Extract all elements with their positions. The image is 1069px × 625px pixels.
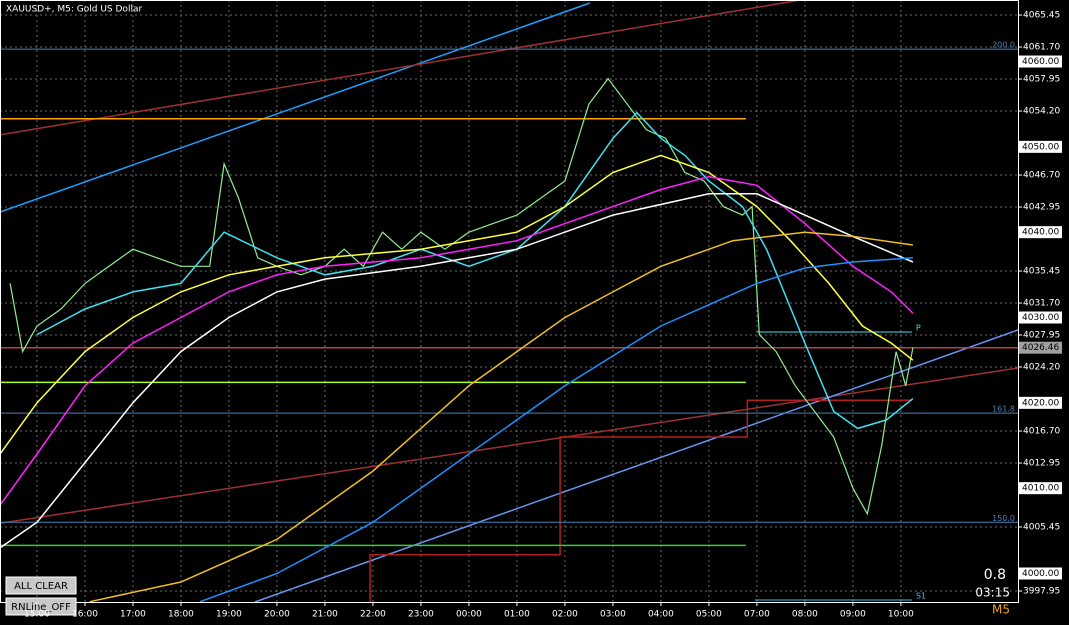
x-tick-label: 07:00: [744, 610, 770, 620]
spread: 0.8: [984, 567, 1006, 583]
x-tick-label: 20:00: [264, 610, 290, 620]
x-tick-label: 21:00: [312, 610, 338, 620]
x-tick-label: 19:00: [216, 610, 242, 620]
x-tick-label: 02:00: [552, 610, 578, 620]
current-price-box: [1019, 341, 1062, 354]
x-tick-label: 03:00: [600, 610, 626, 620]
price-level-box: [1019, 226, 1062, 239]
x-tick-label: 15:00: [24, 610, 50, 620]
y-tick-label: 4024.20: [1023, 363, 1060, 373]
level-label: P: [916, 324, 921, 333]
y-tick-label: 4054.20: [1023, 107, 1060, 117]
button-label[interactable]: RNLine_OFF: [11, 602, 71, 613]
current-price-label: 4026.46: [1022, 343, 1059, 353]
price-level-box: [1019, 482, 1062, 495]
y-tick-label: 4031.70: [1023, 299, 1060, 309]
level-label: S1: [916, 591, 926, 600]
price-level-label: 4020.00: [1022, 398, 1059, 408]
y-tick-label: 4042.95: [1023, 203, 1060, 213]
y-tick-label: 4016.70: [1023, 426, 1060, 436]
y-tick-label: 3997.95: [1023, 586, 1060, 596]
x-tick-label: 10:00: [888, 610, 914, 620]
y-tick-label: 4046.70: [1023, 171, 1060, 181]
moving-average: [0, 175, 914, 506]
button-label[interactable]: ALL CLEAR: [14, 581, 68, 592]
moving-average: [0, 193, 914, 549]
plot-frame: [0, 0, 1019, 603]
price-level-label: 4040.00: [1022, 228, 1059, 238]
trend-line: [0, 2, 591, 213]
x-tick-label: 05:00: [696, 610, 722, 620]
price-level-box: [1019, 55, 1062, 68]
y-tick-label: 4061.70: [1023, 43, 1060, 53]
button[interactable]: [5, 576, 77, 595]
trend-line: [0, 0, 801, 136]
price-level-box: [1019, 567, 1062, 580]
trend-line: [254, 329, 1019, 603]
y-tick-label: 4065.45: [1023, 11, 1060, 21]
price-level-box: [1019, 311, 1062, 324]
period: M5: [992, 603, 1010, 617]
x-tick-label: 00:00: [456, 610, 482, 620]
price-level-box: [1019, 140, 1062, 153]
level-label: 200.0: [992, 41, 1015, 50]
price-level-label: 4010.00: [1022, 484, 1059, 494]
x-tick-label: 16:00: [72, 610, 98, 620]
x-tick-label: 04:00: [648, 610, 674, 620]
x-tick-label: 18:00: [168, 610, 194, 620]
timer: 03:15: [975, 586, 1010, 600]
pivot-line: [369, 399, 913, 602]
price-level-label: 4030.00: [1022, 313, 1059, 323]
price-line: [9, 77, 914, 516]
price-level-label: 4000.00: [1022, 569, 1059, 579]
y-tick-label: 4005.45: [1023, 522, 1060, 532]
moving-average: [36, 111, 914, 430]
y-tick-label: 4027.95: [1023, 331, 1060, 341]
moving-average: [199, 257, 913, 603]
price-level-label: 4050.00: [1022, 142, 1059, 152]
x-tick-label: 09:00: [840, 610, 866, 620]
y-tick-label: 4035.45: [1023, 267, 1060, 277]
trend-line: [0, 367, 1019, 524]
level-label: 161.8: [992, 405, 1015, 414]
moving-average: [0, 154, 914, 455]
level-label: 150.0: [992, 514, 1015, 523]
x-tick-label: 23:00: [408, 610, 434, 620]
x-tick-label: 22:00: [360, 610, 386, 620]
x-tick-label: 17:00: [120, 610, 146, 620]
x-tick-label: 08:00: [792, 610, 818, 620]
chart-title: XAUUSD+, M5: Gold US Dollar: [6, 5, 142, 15]
x-tick-label: 01:00: [504, 610, 530, 620]
button[interactable]: [5, 597, 77, 616]
y-tick-label: 4057.95: [1023, 75, 1060, 85]
price-level-box: [1019, 396, 1062, 409]
y-tick-label: 4012.95: [1023, 458, 1060, 468]
moving-average: [89, 231, 914, 603]
price-level-label: 4060.00: [1022, 57, 1059, 67]
